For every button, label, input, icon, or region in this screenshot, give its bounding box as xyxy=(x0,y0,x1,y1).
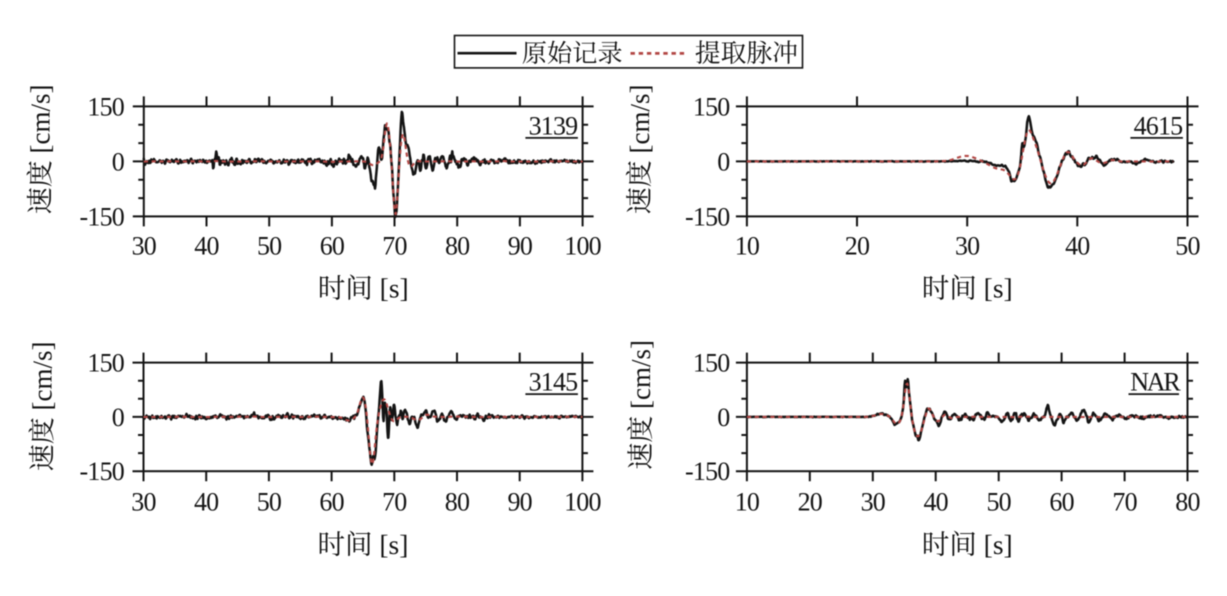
svg-text:60: 60 xyxy=(319,488,344,517)
svg-text:0: 0 xyxy=(112,403,125,432)
svg-text:[s]: [s] xyxy=(373,529,409,560)
svg-text:3139: 3139 xyxy=(529,112,578,141)
svg-text:40: 40 xyxy=(923,488,948,517)
svg-text:-150: -150 xyxy=(80,202,125,231)
svg-text:90: 90 xyxy=(507,488,532,517)
svg-text:[s]: [s] xyxy=(977,529,1013,560)
svg-text:0: 0 xyxy=(112,147,125,176)
svg-text:-150: -150 xyxy=(80,457,125,486)
svg-text:30: 30 xyxy=(861,488,886,517)
svg-text:80: 80 xyxy=(445,488,470,517)
svg-text:150: 150 xyxy=(87,349,124,378)
svg-text:90: 90 xyxy=(508,231,533,260)
svg-text:40: 40 xyxy=(194,231,219,260)
svg-text:70: 70 xyxy=(382,488,407,517)
svg-text:60: 60 xyxy=(1049,488,1074,517)
svg-text:100: 100 xyxy=(564,488,601,517)
svg-text:150: 150 xyxy=(87,92,124,121)
svg-text:20: 20 xyxy=(845,231,870,260)
svg-text:10: 10 xyxy=(735,488,760,517)
svg-text:-150: -150 xyxy=(685,457,730,486)
svg-text:30: 30 xyxy=(131,488,156,517)
svg-text:80: 80 xyxy=(1175,488,1200,517)
svg-text:30: 30 xyxy=(132,231,157,260)
svg-text:40: 40 xyxy=(194,488,219,517)
svg-text:NAR: NAR xyxy=(1130,368,1181,397)
svg-text:150: 150 xyxy=(693,92,730,121)
svg-text:50: 50 xyxy=(1175,231,1200,260)
svg-text:[cm/s]: [cm/s] xyxy=(625,84,655,160)
svg-text:40: 40 xyxy=(1065,231,1090,260)
svg-text:150: 150 xyxy=(693,349,730,378)
svg-text:0: 0 xyxy=(717,147,730,176)
svg-text:30: 30 xyxy=(955,231,980,260)
svg-text:3145: 3145 xyxy=(529,368,578,397)
svg-text:4615: 4615 xyxy=(1134,112,1183,141)
svg-text:20: 20 xyxy=(798,488,823,517)
svg-text:50: 50 xyxy=(257,231,282,260)
svg-text:0: 0 xyxy=(717,403,730,432)
svg-text:[cm/s]: [cm/s] xyxy=(28,341,58,417)
svg-text:70: 70 xyxy=(382,231,407,260)
svg-text:100: 100 xyxy=(564,231,601,260)
svg-text:50: 50 xyxy=(257,488,282,517)
svg-text:80: 80 xyxy=(445,231,470,260)
svg-text:60: 60 xyxy=(320,231,345,260)
svg-text:[cm/s]: [cm/s] xyxy=(26,84,56,160)
svg-text:70: 70 xyxy=(1112,488,1137,517)
svg-text:10: 10 xyxy=(735,231,760,260)
svg-text:-150: -150 xyxy=(685,202,730,231)
svg-text:[cm/s]: [cm/s] xyxy=(626,340,656,416)
svg-text:[s]: [s] xyxy=(373,273,409,304)
svg-text:[s]: [s] xyxy=(977,273,1013,304)
svg-text:50: 50 xyxy=(986,488,1011,517)
